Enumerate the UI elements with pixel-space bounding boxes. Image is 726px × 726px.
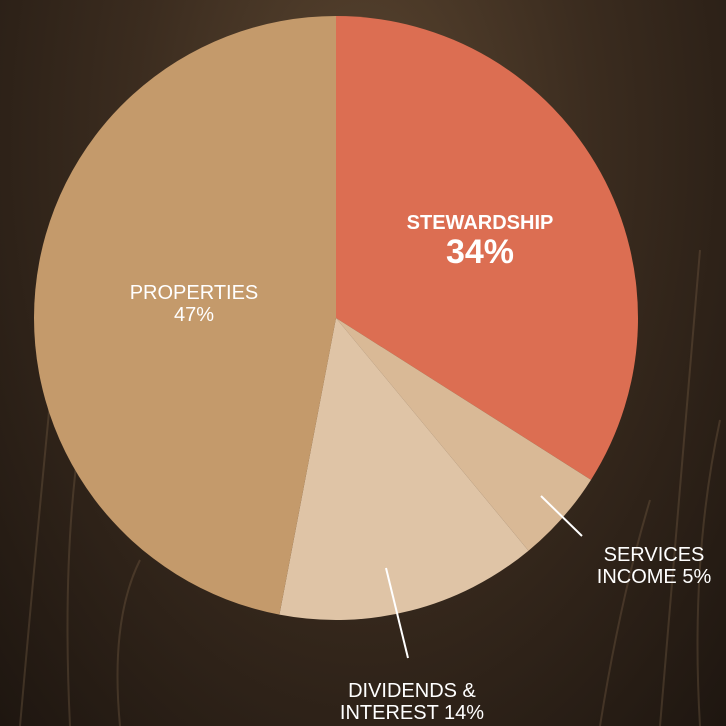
slice-label: PROPERTIES 47% xyxy=(109,282,279,326)
pie-slice xyxy=(279,318,529,620)
slice-label: SERVICES INCOME 5% xyxy=(589,544,719,588)
pie-slice xyxy=(336,16,638,480)
value-label: 34% xyxy=(445,233,515,271)
leader-line xyxy=(385,567,409,659)
category-label: DIVIDENDS & INTEREST xyxy=(339,680,476,724)
value-label: 47% xyxy=(173,304,215,326)
pie-slice xyxy=(336,318,591,551)
category-label: PROPERTIES xyxy=(129,282,259,304)
category-label: STEWARDSHIP xyxy=(406,212,554,234)
slice-label: STEWARDSHIP 34% xyxy=(380,212,580,270)
leader-line xyxy=(540,495,583,537)
pie-slice xyxy=(34,16,336,615)
value-label: 5% xyxy=(682,566,712,588)
slice-label: DIVIDENDS & INTEREST 14% xyxy=(327,680,497,724)
category-label: SERVICES INCOME xyxy=(596,544,705,588)
value-label: 14% xyxy=(444,702,485,724)
